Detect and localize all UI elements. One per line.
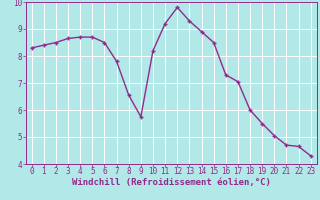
X-axis label: Windchill (Refroidissement éolien,°C): Windchill (Refroidissement éolien,°C) xyxy=(72,178,271,187)
